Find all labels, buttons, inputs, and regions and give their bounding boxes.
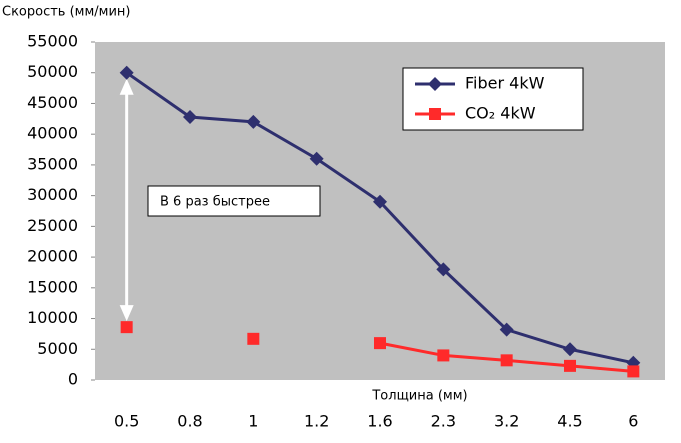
x-tick-label: 6 [628, 412, 638, 431]
point [247, 332, 260, 345]
y-tick-label: 10000 [27, 308, 78, 327]
y-tick-label: 25000 [27, 216, 78, 235]
point [499, 322, 514, 337]
point [563, 342, 577, 357]
point [246, 114, 261, 129]
legend-label: CO₂ 4kW [465, 104, 536, 123]
point [437, 349, 450, 362]
legend-marker [428, 77, 442, 91]
arrow-head [119, 305, 134, 322]
point [373, 194, 387, 209]
y-tick-label: 35000 [27, 154, 78, 173]
annotation: В 6 раз быстрее [160, 195, 270, 210]
y-tick-label: 55000 [27, 32, 78, 51]
y-tick-label: 40000 [27, 124, 78, 143]
y-tick-label: 5000 [37, 339, 78, 358]
x-tick-label: 3.2 [494, 412, 519, 431]
point [374, 337, 386, 350]
y-axis-label: Скорость (мм/мин) [2, 5, 131, 20]
legend-marker [429, 108, 441, 120]
x-tick-label: 4.5 [557, 412, 582, 431]
x-tick-label: 1.6 [367, 412, 392, 431]
point [120, 321, 133, 334]
y-tick-label: 30000 [27, 185, 78, 204]
y-tick-label: 0 [68, 370, 78, 389]
x-tick-label: 2.3 [431, 412, 456, 431]
legend-label: Fiber 4kW [465, 74, 545, 93]
y-tick-label: 50000 [27, 62, 78, 81]
point [309, 151, 324, 166]
point [119, 65, 134, 80]
x-tick-label: 0.8 [177, 412, 202, 431]
y-tick-label: 45000 [27, 93, 78, 112]
point [627, 365, 640, 378]
point [564, 359, 576, 372]
point [500, 354, 513, 367]
x-tick-label: 1.2 [304, 412, 329, 431]
y-tick-label: 20000 [27, 247, 78, 266]
point [183, 109, 197, 124]
x-axis-label: Толщина (мм) [371, 389, 467, 404]
point [436, 262, 451, 277]
x-tick-label: 0.5 [114, 412, 139, 431]
y-tick-label: 15000 [27, 277, 78, 296]
x-tick-label: 1 [248, 412, 258, 431]
annotation-box [147, 185, 321, 217]
arrow-head [119, 78, 134, 95]
